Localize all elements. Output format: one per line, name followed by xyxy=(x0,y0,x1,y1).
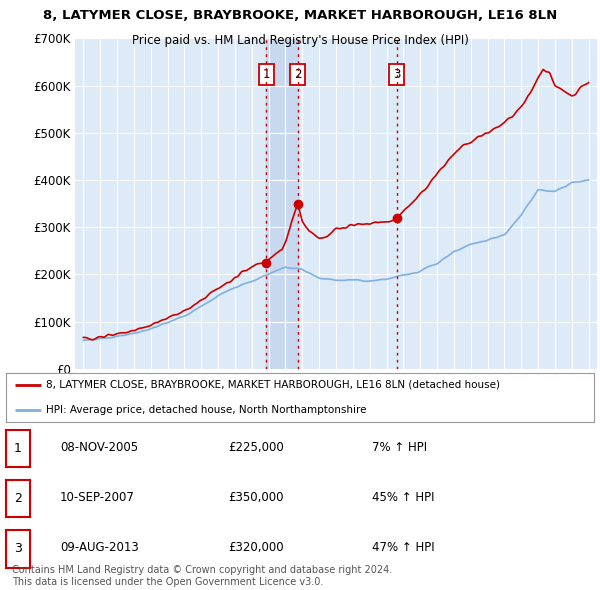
Text: 8, LATYMER CLOSE, BRAYBROOKE, MARKET HARBOROUGH, LE16 8LN: 8, LATYMER CLOSE, BRAYBROOKE, MARKET HAR… xyxy=(43,9,557,22)
Text: 7% ↑ HPI: 7% ↑ HPI xyxy=(372,441,427,454)
Text: 2: 2 xyxy=(14,492,22,505)
Text: £225,000: £225,000 xyxy=(228,441,284,454)
Text: Contains HM Land Registry data © Crown copyright and database right 2024.
This d: Contains HM Land Registry data © Crown c… xyxy=(12,565,392,587)
Text: £320,000: £320,000 xyxy=(228,541,284,554)
Text: 08-NOV-2005: 08-NOV-2005 xyxy=(60,441,138,454)
Text: 45% ↑ HPI: 45% ↑ HPI xyxy=(372,491,434,504)
Text: 8, LATYMER CLOSE, BRAYBROOKE, MARKET HARBOROUGH, LE16 8LN (detached house): 8, LATYMER CLOSE, BRAYBROOKE, MARKET HAR… xyxy=(46,379,500,389)
Bar xyxy=(266,38,298,369)
Text: HPI: Average price, detached house, North Northamptonshire: HPI: Average price, detached house, Nort… xyxy=(46,405,367,415)
Text: 09-AUG-2013: 09-AUG-2013 xyxy=(60,541,139,554)
Text: 1: 1 xyxy=(263,68,270,81)
Text: 3: 3 xyxy=(14,542,22,555)
Text: £350,000: £350,000 xyxy=(228,491,284,504)
Text: 3: 3 xyxy=(393,68,400,81)
Text: 2: 2 xyxy=(294,68,301,81)
Text: 47% ↑ HPI: 47% ↑ HPI xyxy=(372,541,434,554)
Text: 1: 1 xyxy=(14,442,22,455)
Text: 10-SEP-2007: 10-SEP-2007 xyxy=(60,491,135,504)
Text: Price paid vs. HM Land Registry's House Price Index (HPI): Price paid vs. HM Land Registry's House … xyxy=(131,34,469,47)
